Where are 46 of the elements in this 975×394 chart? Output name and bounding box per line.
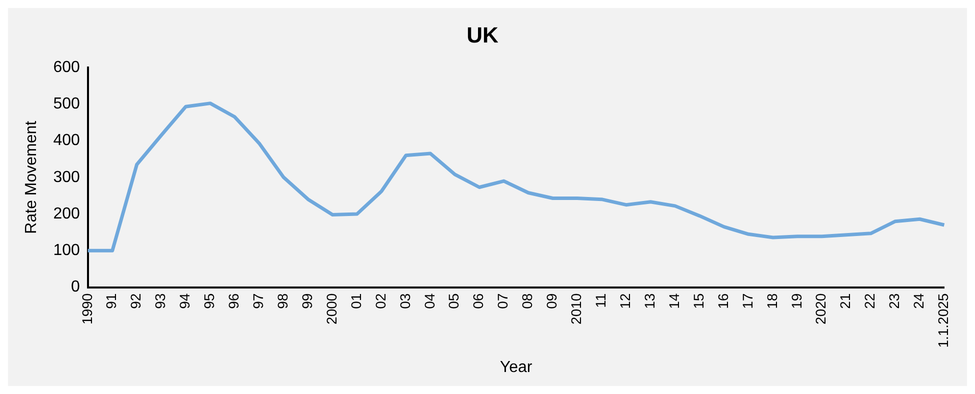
x-tick-label: 14 xyxy=(666,293,682,309)
x-tick-label: 13 xyxy=(641,293,658,309)
x-tick-label: 15 xyxy=(690,293,706,309)
x-tick-label: 17 xyxy=(739,293,756,309)
x-tick-label: 07 xyxy=(494,293,511,309)
x-tick-label: 23 xyxy=(886,293,902,309)
x-tick-label: 2010 xyxy=(568,293,584,324)
y-tick-label: 600 xyxy=(53,58,80,76)
y-tick-label: 400 xyxy=(53,132,80,150)
x-tick-label: 18 xyxy=(764,293,780,309)
x-tick-label: 16 xyxy=(714,293,731,309)
x-tick-label: 03 xyxy=(396,293,413,309)
x-tick-label: 11 xyxy=(592,293,609,308)
x-tick-label: 05 xyxy=(446,293,462,309)
x-tick-label: 01 xyxy=(348,293,364,309)
y-tick-label: 100 xyxy=(53,242,80,260)
x-tick-label: 24 xyxy=(910,293,927,309)
x-tick-label: 08 xyxy=(519,293,536,309)
x-tick-label: 92 xyxy=(128,293,144,309)
x-tick-label: 94 xyxy=(176,293,193,309)
x-tick-label: 09 xyxy=(544,293,560,309)
x-tick-label: 2000 xyxy=(323,293,340,324)
y-axis-title: Rate Movement xyxy=(23,120,40,234)
y-tick-label: 300 xyxy=(53,168,80,186)
x-tick-label: 93 xyxy=(152,293,168,309)
x-tick-label: 02 xyxy=(372,293,388,309)
x-tick-label: 19 xyxy=(788,293,804,309)
x-axis-title: Year xyxy=(500,358,533,376)
y-tick-label: 0 xyxy=(70,278,80,296)
x-tick-label: 97 xyxy=(250,293,266,309)
x-tick-label: 12 xyxy=(617,293,634,309)
x-tick-label: 21 xyxy=(837,293,854,309)
x-tick-label: 98 xyxy=(274,293,290,309)
x-tick-label: 95 xyxy=(201,293,218,309)
y-tick-label: 200 xyxy=(53,205,80,222)
x-tick-label: 91 xyxy=(103,293,120,309)
y-tick-label: 500 xyxy=(53,95,80,112)
x-tick-label: 06 xyxy=(470,293,486,309)
x-tick-label: 2020 xyxy=(812,293,829,324)
x-tick-label: 22 xyxy=(862,293,878,309)
x-tick-label: 1.1.2025 xyxy=(935,293,952,348)
x-tick-label: 99 xyxy=(298,293,315,309)
x-tick-label: 04 xyxy=(421,293,438,309)
x-tick-label: 1990 xyxy=(78,293,95,324)
chart-title: UK xyxy=(466,22,498,48)
x-tick-label: 96 xyxy=(226,293,242,309)
